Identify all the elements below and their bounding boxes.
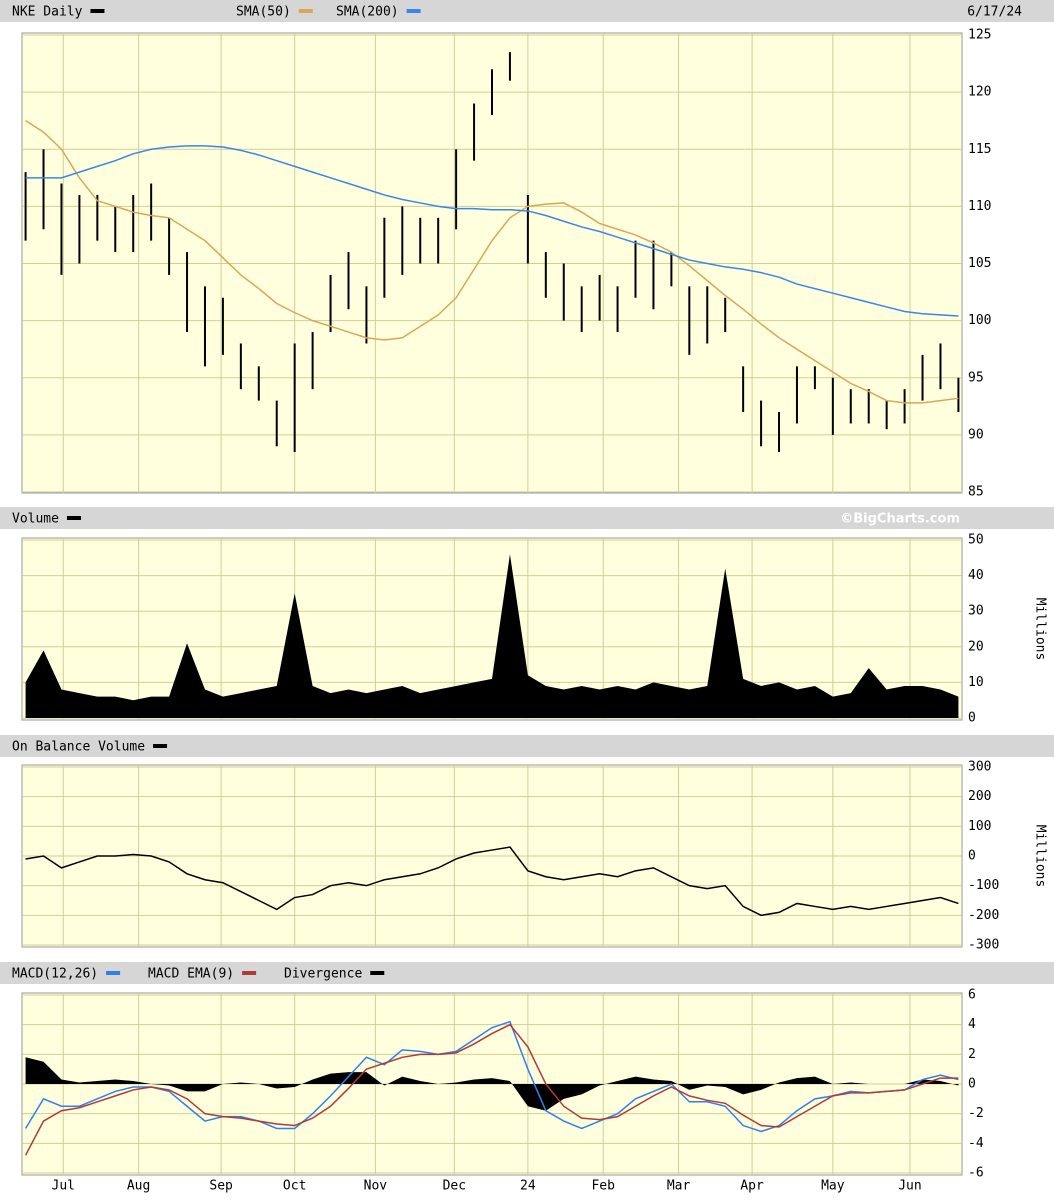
legend-label: NKE Daily bbox=[12, 5, 83, 20]
y-tick-label: 20 bbox=[968, 639, 984, 654]
x-tick-label: Mar bbox=[667, 1179, 691, 1194]
legend-label: Volume bbox=[12, 512, 59, 527]
y-tick-label: 4 bbox=[968, 1017, 976, 1032]
legend-label: Divergence bbox=[284, 967, 362, 982]
y-tick-label: -4 bbox=[968, 1136, 984, 1151]
legend-swatch bbox=[153, 744, 168, 748]
legend-swatch bbox=[90, 9, 105, 13]
line-series bbox=[24, 1020, 959, 1133]
y-tick-label: 30 bbox=[968, 604, 984, 619]
area-series bbox=[25, 1057, 959, 1111]
chart-date: 6/17/24 bbox=[967, 5, 1022, 20]
x-tick-label: Sep bbox=[209, 1179, 233, 1194]
y-tick-label: 200 bbox=[968, 789, 991, 804]
y-tick-label: 300 bbox=[968, 760, 991, 775]
legend-swatch bbox=[106, 971, 121, 975]
x-tick-label: Dec bbox=[443, 1179, 466, 1194]
y-axis-label: Millions bbox=[1033, 598, 1048, 661]
legend-label: MACD EMA(9) bbox=[148, 967, 234, 982]
legend-swatch bbox=[298, 9, 313, 13]
line-series bbox=[25, 145, 959, 317]
y-tick-label: 0 bbox=[968, 849, 976, 864]
panel-header bbox=[0, 735, 1054, 757]
panel-header bbox=[0, 507, 1054, 529]
y-tick-label: 100 bbox=[968, 313, 991, 328]
legend-label: SMA(200) bbox=[336, 5, 399, 20]
y-tick-label: 6 bbox=[968, 988, 976, 1003]
panel-header bbox=[0, 0, 1054, 22]
y-tick-label: 40 bbox=[968, 568, 984, 583]
y-tick-label: 50 bbox=[968, 533, 984, 548]
y-axis-label: Millions bbox=[1033, 825, 1048, 888]
x-tick-label: Oct bbox=[283, 1179, 306, 1194]
y-tick-label: 0 bbox=[968, 1077, 976, 1092]
x-tick-label: Apr bbox=[740, 1179, 764, 1194]
y-tick-label: -6 bbox=[968, 1166, 984, 1181]
y-tick-label: 105 bbox=[968, 256, 991, 271]
line-series bbox=[24, 1023, 959, 1156]
y-tick-label: 2 bbox=[968, 1047, 976, 1062]
panel-header bbox=[0, 962, 1054, 984]
line-series bbox=[25, 846, 959, 917]
legend-swatch bbox=[406, 9, 421, 13]
y-tick-label: 110 bbox=[968, 199, 991, 214]
y-tick-label: 85 bbox=[968, 485, 984, 500]
x-tick-label: May bbox=[821, 1179, 845, 1194]
legend-label: On Balance Volume bbox=[12, 740, 145, 755]
y-tick-label: -2 bbox=[968, 1106, 984, 1121]
x-tick-label: Jun bbox=[898, 1179, 921, 1194]
y-tick-label: -300 bbox=[968, 938, 999, 953]
legend-label: MACD(12,26) bbox=[12, 967, 98, 982]
y-tick-label: 125 bbox=[968, 28, 991, 43]
area-series bbox=[25, 554, 959, 718]
legend-swatch bbox=[370, 971, 385, 975]
y-tick-label: 100 bbox=[968, 819, 991, 834]
y-tick-label: 95 bbox=[968, 370, 984, 385]
y-tick-label: -200 bbox=[968, 908, 999, 923]
x-tick-label: 24 bbox=[520, 1179, 536, 1194]
source: ©BigCharts.com bbox=[840, 512, 960, 527]
x-tick-label: Aug bbox=[127, 1179, 150, 1194]
y-tick-label: -100 bbox=[968, 878, 999, 893]
legend-swatch bbox=[66, 516, 81, 520]
line-series bbox=[25, 120, 959, 404]
y-tick-label: 115 bbox=[968, 142, 991, 157]
x-tick-label: Feb bbox=[591, 1179, 615, 1194]
y-tick-label: 0 bbox=[968, 711, 976, 726]
y-tick-label: 120 bbox=[968, 85, 991, 100]
y-tick-label: 10 bbox=[968, 675, 984, 690]
x-tick-label: Jul bbox=[52, 1179, 75, 1194]
x-tick-label: Nov bbox=[364, 1179, 388, 1194]
legend-swatch bbox=[242, 971, 257, 975]
y-tick-label: 90 bbox=[968, 427, 984, 442]
legend-label: SMA(50) bbox=[236, 5, 291, 20]
